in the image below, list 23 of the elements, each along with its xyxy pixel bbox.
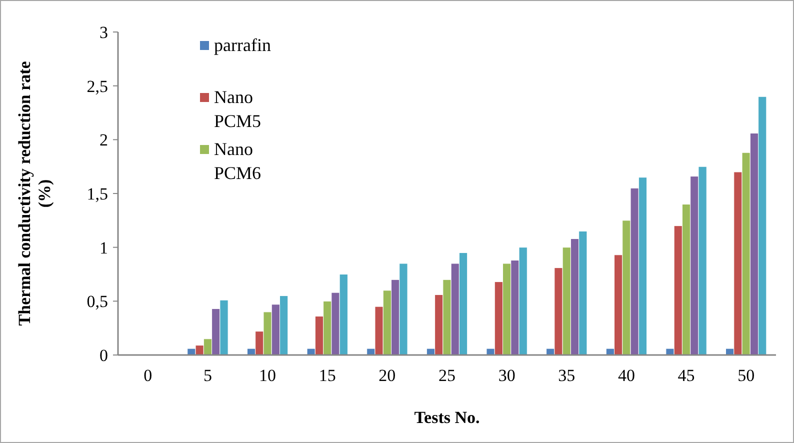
- legend-label: Nano PCM5: [214, 87, 262, 131]
- legend-label: parrafin: [214, 35, 271, 55]
- x-tick-label: 35: [558, 366, 576, 385]
- x-tick-label: 45: [678, 366, 695, 385]
- y-tick-label: 3: [100, 22, 108, 42]
- x-tick-label: 50: [738, 366, 755, 385]
- x-tick-label: 0: [144, 366, 152, 385]
- x-tick-label: 25: [438, 366, 456, 385]
- y-tick-label: 1,5: [86, 184, 108, 204]
- legend-label: Nano PCM6: [214, 139, 262, 183]
- x-tick-label: 40: [618, 366, 635, 385]
- x-tick-label: 30: [498, 366, 516, 385]
- y-tick-label: 1: [100, 238, 108, 258]
- x-axis-title: Tests No.: [414, 408, 480, 427]
- y-axis-title: Thermal conductivity reduction rate (%): [14, 60, 54, 326]
- y-tick-label: 0: [100, 346, 108, 365]
- y-tick-label: 2: [100, 130, 108, 150]
- y-tick-label: 0,5: [86, 292, 108, 312]
- x-tick-label: 10: [259, 366, 276, 385]
- x-tick-label: 5: [203, 366, 212, 385]
- y-tick-label: 2,5: [86, 76, 108, 96]
- x-tick-label: 15: [318, 366, 336, 385]
- x-tick-label: 20: [378, 366, 396, 385]
